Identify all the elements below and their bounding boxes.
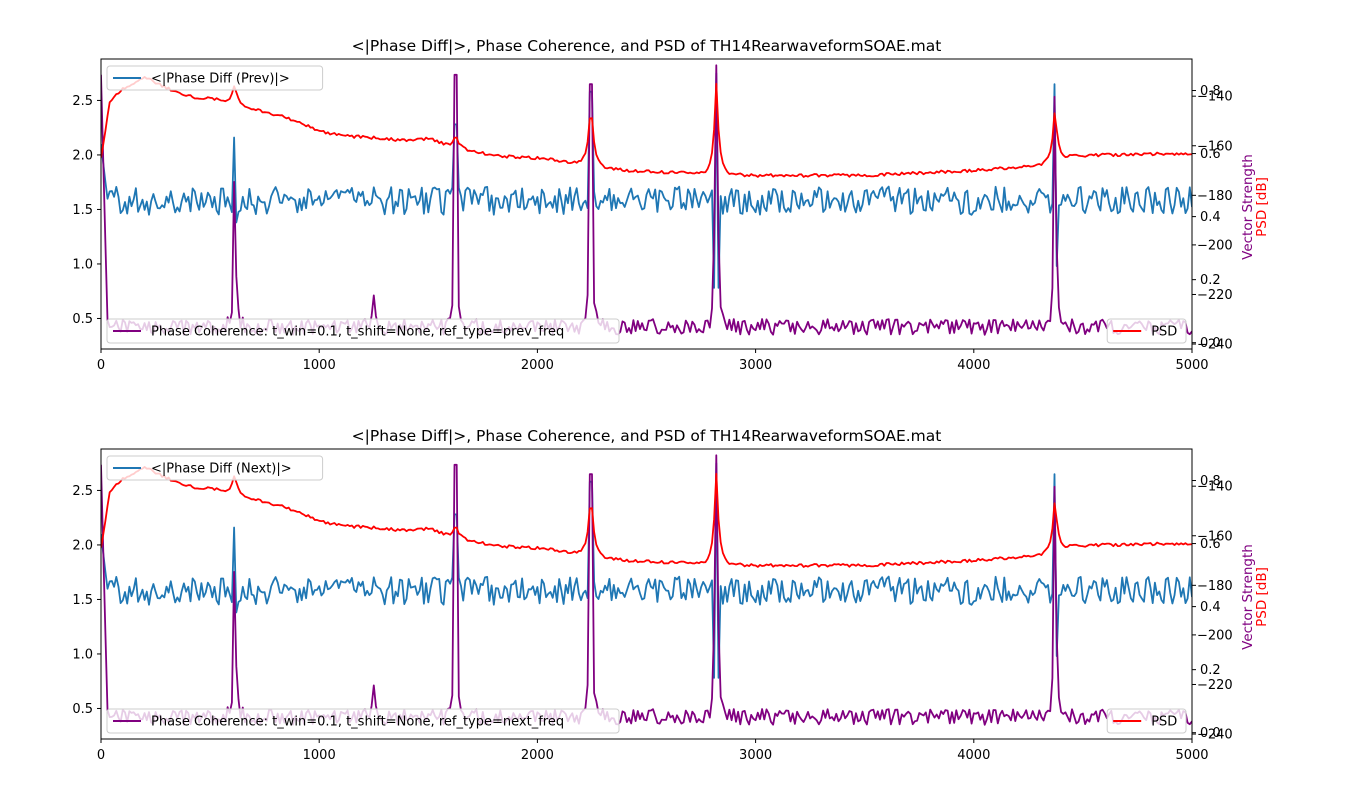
x-tick-label: 0 [97, 748, 105, 763]
y-tick-label-left: 0.5 [72, 702, 93, 717]
x-tick-label: 4000 [957, 748, 990, 763]
legend-1: <|Phase Diff (Next)|> [106, 455, 324, 481]
y-tick-label-left: 2.5 [72, 484, 93, 499]
y-tick-label-vector-strength: 0.0 [1200, 726, 1221, 741]
y-tick-label-psd: −240 [1197, 728, 1233, 743]
legend-label: <|Phase Diff (Next)|> [151, 462, 292, 477]
chart-panel-2: <|Phase Diff|>, Phase Coherence, and PSD… [72, 427, 1270, 763]
x-tick-label: 4000 [957, 358, 990, 373]
y-tick-label-psd: −180 [1197, 579, 1233, 594]
legend-box [1106, 708, 1187, 734]
plot-frame [100, 448, 1193, 740]
y-tick-label-psd: −140 [1197, 480, 1233, 495]
y-tick-label-vector-strength: 0.4 [1200, 210, 1221, 225]
legend-label: Phase Coherence: t_win=0.1, t_shift=None… [151, 715, 564, 730]
series-line-3 [101, 466, 1192, 568]
y-tick-label-psd: −240 [1197, 338, 1233, 353]
y-tick-label-vector-strength: 0.6 [1200, 147, 1221, 162]
y-tick-label-psd: −140 [1197, 90, 1233, 105]
y-tick-label-left: 0.5 [72, 312, 93, 327]
x-tick-label: 3000 [739, 748, 772, 763]
x-tick-label: 5000 [1175, 748, 1208, 763]
y-axis-label-psd: PSD [dB] [1254, 177, 1270, 237]
legend-3: PSD [1106, 318, 1187, 344]
legend-box [106, 65, 324, 91]
y-tick-label-psd: −220 [1197, 288, 1233, 303]
x-tick-label: 0 [97, 358, 105, 373]
y-tick-label-left: 1.5 [72, 203, 93, 218]
x-tick-label: 5000 [1175, 358, 1208, 373]
y-tick-label-left: 1.0 [72, 257, 93, 272]
y-tick-label-left: 2.0 [72, 148, 93, 163]
y-tick-label-psd: −200 [1197, 628, 1233, 643]
y-tick-label-vector-strength: 0.6 [1200, 537, 1221, 552]
y-tick-label-vector-strength: 0.0 [1200, 336, 1221, 351]
series-line-1 [101, 462, 1192, 679]
y-tick-label-vector-strength: 0.8 [1200, 474, 1221, 489]
x-tick-label: 1000 [303, 748, 336, 763]
y-tick-label-vector-strength: 0.2 [1200, 273, 1221, 288]
legend-label: PSD [1151, 325, 1177, 340]
legend-label: <|Phase Diff (Prev)|> [151, 72, 290, 87]
legend-label: PSD [1151, 715, 1177, 730]
x-tick-label: 2000 [521, 358, 554, 373]
y-tick-label-vector-strength: 0.4 [1200, 600, 1221, 615]
y-tick-label-psd: −220 [1197, 678, 1233, 693]
y-tick-label-left: 1.5 [72, 593, 93, 608]
legend-box [106, 318, 620, 344]
y-tick-label-left: 1.0 [72, 647, 93, 662]
series-lines [101, 64, 1192, 336]
y-axis-label-vector-strength: Vector Strength [1240, 154, 1256, 260]
chart-title: <|Phase Diff|>, Phase Coherence, and PSD… [352, 37, 942, 55]
x-tick-label: 1000 [303, 358, 336, 373]
series-lines [101, 454, 1192, 726]
y-tick-label-psd: −200 [1197, 238, 1233, 253]
y-axis-label-vector-strength: Vector Strength [1240, 544, 1256, 650]
legend-3: PSD [1106, 708, 1187, 734]
x-tick-label: 2000 [521, 748, 554, 763]
chart-panel-1: <|Phase Diff|>, Phase Coherence, and PSD… [72, 37, 1270, 373]
chart-title: <|Phase Diff|>, Phase Coherence, and PSD… [352, 427, 942, 445]
legend-2: Phase Coherence: t_win=0.1, t_shift=None… [106, 708, 620, 734]
legend-box [106, 708, 620, 734]
legend-2: Phase Coherence: t_win=0.1, t_shift=None… [106, 318, 620, 344]
plot-frame [100, 58, 1193, 350]
x-tick-label: 3000 [739, 358, 772, 373]
y-tick-label-psd: −180 [1197, 189, 1233, 204]
legend-label: Phase Coherence: t_win=0.1, t_shift=None… [151, 325, 564, 340]
series-line-3 [101, 76, 1192, 178]
y-tick-label-left: 2.0 [72, 538, 93, 553]
y-tick-label-psd: −160 [1197, 529, 1233, 544]
y-tick-label-vector-strength: 0.8 [1200, 84, 1221, 99]
series-line-1 [101, 72, 1192, 289]
y-tick-label-left: 2.5 [72, 94, 93, 109]
legend-box [106, 455, 324, 481]
y-axis-label-psd: PSD [dB] [1254, 567, 1270, 627]
y-tick-label-vector-strength: 0.2 [1200, 663, 1221, 678]
y-tick-label-psd: −160 [1197, 139, 1233, 154]
legend-1: <|Phase Diff (Prev)|> [106, 65, 324, 91]
legend-box [1106, 318, 1187, 344]
